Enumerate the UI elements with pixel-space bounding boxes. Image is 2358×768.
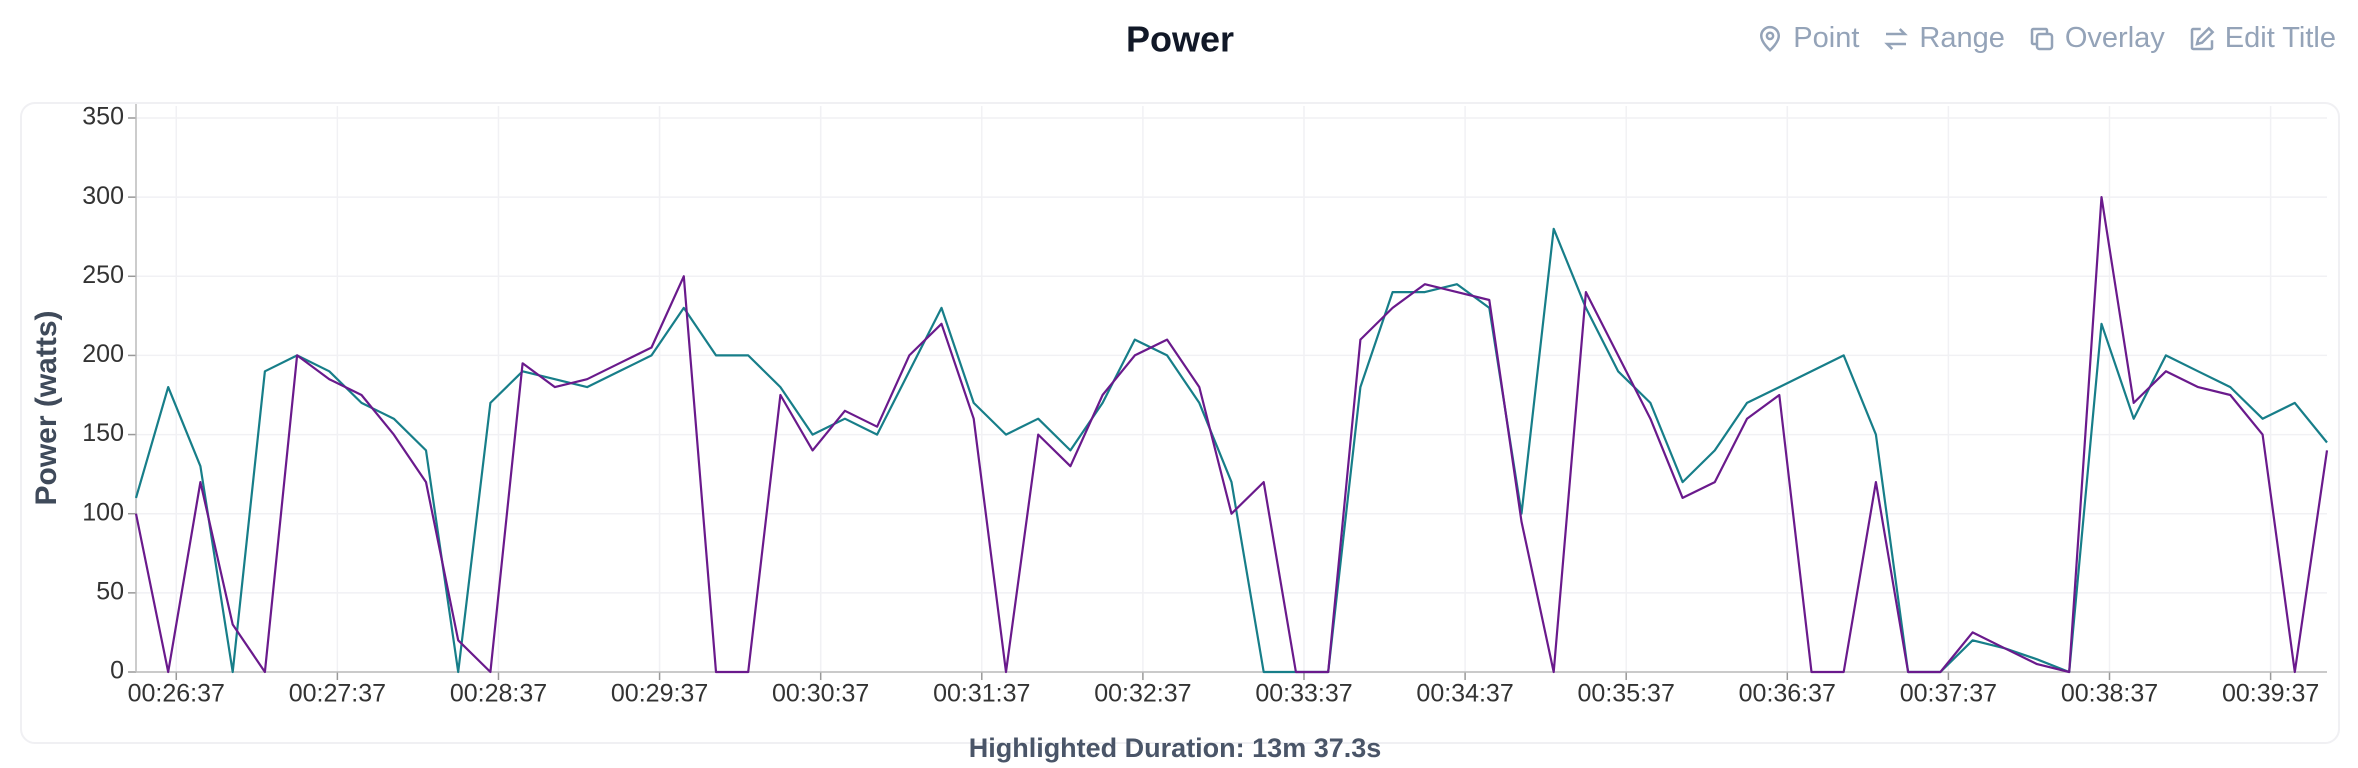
- icon: [2030, 27, 2054, 50]
- range-button[interactable]: Range: [1881, 22, 2005, 55]
- button-label: Edit Title: [2224, 22, 2336, 54]
- button-label: Range: [1919, 22, 2005, 54]
- x-tick-label: 00:37:37: [1900, 680, 1997, 708]
- x-tick-label: 00:32:37: [1094, 680, 1191, 708]
- y-tick-label: 200: [82, 340, 124, 368]
- button-label: Overlay: [2064, 22, 2165, 54]
- x-tick-label: 00:34:37: [1416, 680, 1513, 708]
- y-tick-label: 50: [96, 577, 124, 605]
- x-tick-label: 00:30:37: [772, 680, 869, 708]
- x-tick-label: 00:36:37: [1739, 680, 1836, 708]
- x-tick-label: 00:28:37: [450, 680, 547, 708]
- icon: [1760, 25, 1781, 52]
- icon: [2190, 26, 2215, 50]
- footer: Highlighted Duration: 13m 37.3s: [969, 733, 1382, 763]
- button-label: Point: [1793, 22, 1860, 54]
- toolbar: Point Range Overlay Edit Title: [1755, 22, 2336, 55]
- y-axis-label: Power (watts): [30, 310, 63, 505]
- card: [20, 102, 2340, 744]
- x-tick-label: 00:35:37: [1578, 680, 1675, 708]
- x-tick-label: 00:29:37: [611, 680, 708, 708]
- series-line: [134, 227, 2328, 674]
- y-tick-label: 150: [82, 419, 124, 447]
- x-tick-label: 00:39:37: [2222, 680, 2319, 708]
- x-tick-label: 00:38:37: [2061, 680, 2158, 708]
- x-tick-label: 00:27:37: [289, 680, 386, 708]
- x-tick-label: 00:26:37: [128, 680, 225, 708]
- y-tick-label: 250: [82, 261, 124, 289]
- x-tick-label: 00:31:37: [933, 680, 1030, 708]
- edit-title-button[interactable]: Edit Title: [2187, 22, 2336, 55]
- series-line: [134, 196, 2329, 674]
- icon: [1884, 27, 1909, 50]
- y-tick-label: 300: [82, 182, 124, 210]
- chart-title: Power: [1126, 19, 1234, 60]
- y-tick-label: 350: [82, 103, 124, 131]
- y-tick-label: 100: [82, 498, 124, 526]
- overlay-button[interactable]: Overlay: [2027, 22, 2165, 55]
- point-button[interactable]: Point: [1755, 22, 1859, 55]
- x-tick-label: 00:33:37: [1255, 680, 1352, 708]
- y-tick-label: 0: [110, 657, 124, 685]
